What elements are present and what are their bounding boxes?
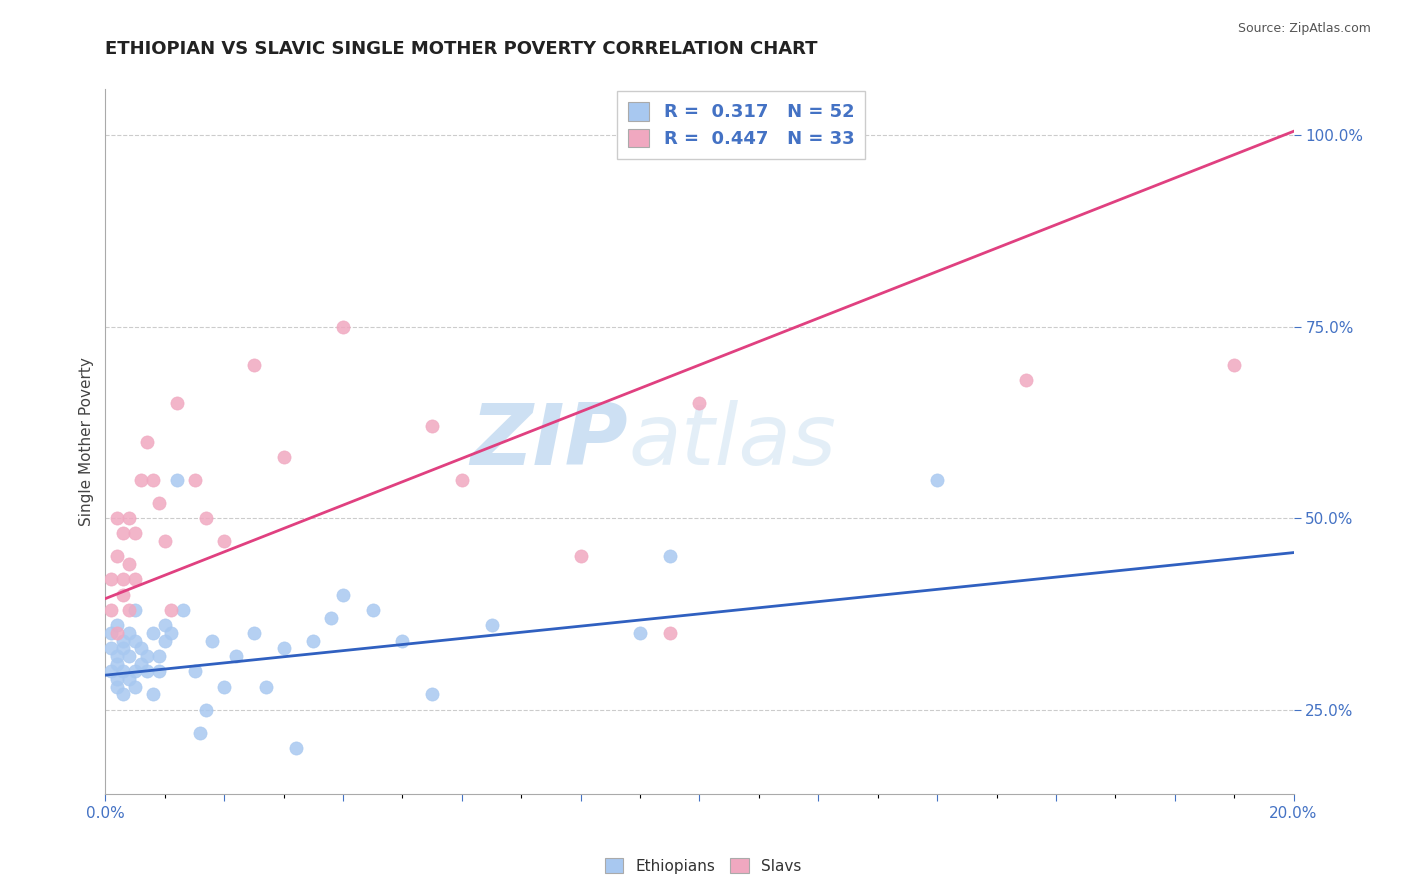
Point — [142, 687, 165, 701]
Point — [100, 641, 122, 656]
Point — [136, 434, 159, 449]
Point — [420, 419, 443, 434]
Point — [118, 557, 141, 571]
Point — [148, 648, 170, 663]
Point — [105, 672, 128, 686]
Point — [100, 665, 122, 679]
Point — [658, 549, 681, 564]
Point — [481, 618, 503, 632]
Point — [124, 603, 146, 617]
Point — [254, 680, 277, 694]
Point — [153, 633, 176, 648]
Point — [172, 603, 194, 617]
Point — [136, 648, 159, 663]
Point — [927, 473, 949, 487]
Point — [105, 626, 128, 640]
Point — [195, 511, 218, 525]
Point — [118, 672, 141, 686]
Text: atlas: atlas — [628, 400, 837, 483]
Point — [112, 633, 135, 648]
Point — [118, 648, 141, 663]
Point — [124, 526, 146, 541]
Point — [195, 703, 218, 717]
Point — [105, 511, 128, 525]
Point — [183, 665, 205, 679]
Legend: R =  0.317   N = 52, R =  0.447   N = 33: R = 0.317 N = 52, R = 0.447 N = 33 — [617, 91, 865, 159]
Point — [148, 665, 170, 679]
Point — [112, 641, 135, 656]
Point — [124, 573, 146, 587]
Point — [321, 611, 343, 625]
Point — [183, 473, 205, 487]
Point — [243, 626, 266, 640]
Point — [118, 603, 141, 617]
Point — [118, 626, 141, 640]
Point — [124, 665, 146, 679]
Point — [273, 641, 295, 656]
Point — [628, 626, 651, 640]
Text: ZIP: ZIP — [471, 400, 628, 483]
Point — [105, 618, 128, 632]
Point — [159, 626, 181, 640]
Y-axis label: Single Mother Poverty: Single Mother Poverty — [79, 357, 94, 526]
Point — [129, 641, 152, 656]
Point — [153, 534, 176, 549]
Text: ETHIOPIAN VS SLAVIC SINGLE MOTHER POVERTY CORRELATION CHART: ETHIOPIAN VS SLAVIC SINGLE MOTHER POVERT… — [105, 40, 818, 58]
Text: Source: ZipAtlas.com: Source: ZipAtlas.com — [1237, 22, 1371, 36]
Point — [225, 648, 247, 663]
Point — [142, 626, 165, 640]
Point — [190, 725, 212, 739]
Point — [105, 648, 128, 663]
Point — [118, 511, 141, 525]
Point — [124, 680, 146, 694]
Point — [332, 588, 354, 602]
Point — [658, 626, 681, 640]
Point — [391, 633, 413, 648]
Point — [142, 473, 165, 487]
Point — [302, 633, 325, 648]
Point — [153, 618, 176, 632]
Point — [129, 657, 152, 671]
Point — [569, 549, 592, 564]
Point — [112, 665, 135, 679]
Point — [166, 396, 188, 410]
Point — [100, 603, 122, 617]
Point — [100, 573, 122, 587]
Point — [201, 633, 224, 648]
Point — [105, 549, 128, 564]
Point — [273, 450, 295, 464]
Point — [148, 496, 170, 510]
Point — [159, 603, 181, 617]
Point — [112, 573, 135, 587]
Point — [100, 626, 122, 640]
Point — [129, 473, 152, 487]
Point — [214, 534, 236, 549]
Point — [450, 473, 472, 487]
Point — [332, 319, 354, 334]
Point — [1223, 358, 1246, 372]
Point — [124, 633, 146, 648]
Point — [112, 588, 135, 602]
Legend: Ethiopians, Slavs: Ethiopians, Slavs — [599, 852, 807, 880]
Point — [1015, 373, 1038, 387]
Point — [105, 680, 128, 694]
Point — [136, 665, 159, 679]
Point — [689, 396, 711, 410]
Point — [112, 526, 135, 541]
Point — [243, 358, 266, 372]
Point — [361, 603, 384, 617]
Point — [420, 687, 443, 701]
Point — [105, 657, 128, 671]
Point — [214, 680, 236, 694]
Point — [284, 740, 307, 755]
Point — [112, 687, 135, 701]
Point — [166, 473, 188, 487]
